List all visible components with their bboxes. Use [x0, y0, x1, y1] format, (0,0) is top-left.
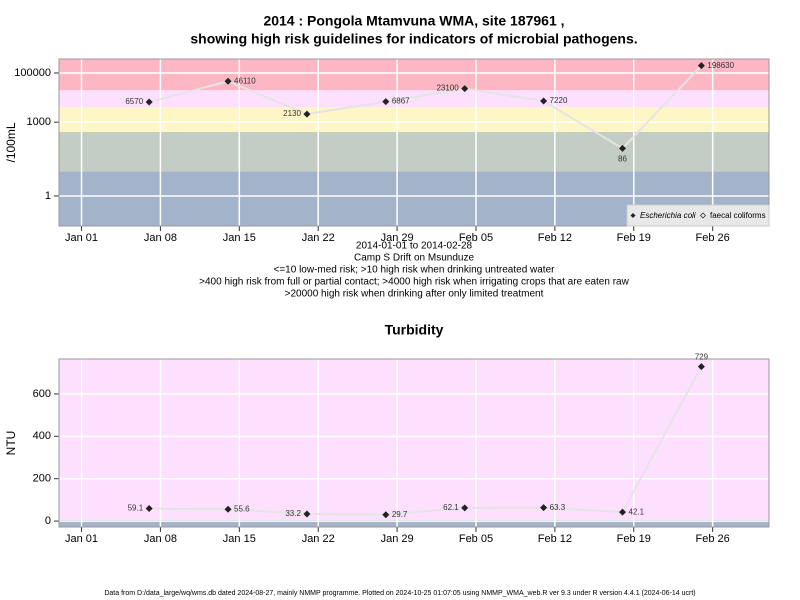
note: >20000 high risk when drinking after onl…	[285, 289, 544, 300]
chart-title: Turbidity	[385, 322, 444, 338]
point	[382, 511, 390, 519]
risk-band	[59, 131, 769, 172]
data-label: 6570	[125, 97, 143, 106]
y-tick-label: 100000	[14, 67, 51, 79]
point	[461, 85, 469, 93]
x-tick-label: Feb 26	[696, 232, 730, 244]
point	[618, 508, 626, 516]
data-label: 55.6	[234, 504, 250, 513]
plot-frame	[58, 358, 770, 528]
note: <=10 low-med risk; >10 high risk when dr…	[274, 265, 556, 276]
data-label: 6867	[392, 97, 410, 106]
risk-band	[59, 90, 769, 108]
y-tick-label: 1	[45, 190, 51, 202]
data-label: 29.7	[392, 510, 408, 519]
data-label: 2130	[283, 109, 301, 118]
data-label: 86	[618, 154, 627, 163]
data-label: 59.1	[128, 504, 144, 513]
y-tick-label: 200	[33, 473, 51, 485]
data-label: 63.3	[550, 503, 566, 512]
risk-band	[59, 359, 769, 521]
y-tick-label: 1000	[27, 116, 51, 128]
data-label: 729	[695, 353, 709, 362]
x-tick-label: Feb 12	[538, 232, 572, 244]
subtitle: Camp S Drift on Msunduze	[354, 253, 474, 264]
plot-frame	[58, 58, 770, 227]
point	[461, 504, 469, 512]
point	[224, 77, 232, 85]
data-label: 42.1	[628, 507, 644, 516]
point	[145, 505, 153, 513]
legend-label: faecal coliforms	[710, 211, 766, 220]
footer: Data from D:/data_large/wq/wms.db dated …	[104, 590, 695, 597]
y-axis-label: NTU	[4, 431, 18, 456]
point	[303, 110, 311, 118]
data-label: 46110	[234, 76, 256, 85]
y-tick-label: 0	[45, 515, 51, 527]
point	[224, 505, 232, 513]
x-tick-label: Jan 01	[65, 533, 98, 545]
x-tick-label: Jan 15	[223, 232, 256, 244]
data-label: 33.2	[285, 509, 301, 518]
data-label: 198630	[707, 61, 734, 70]
chart-title: showing high risk guidelines for indicat…	[190, 31, 637, 47]
x-tick-label: Jan 08	[144, 232, 177, 244]
point	[303, 510, 311, 518]
legend-marker	[700, 212, 706, 219]
data-label: 7220	[550, 96, 568, 105]
point	[697, 62, 705, 70]
x-tick-label: Jan 01	[65, 232, 98, 244]
x-tick-label: Jan 08	[144, 533, 177, 545]
note: >400 high risk from full or partial cont…	[199, 277, 629, 288]
y-tick-label: 600	[33, 388, 51, 400]
data-label: 62.1	[443, 503, 459, 512]
x-tick-label: Feb 19	[617, 232, 651, 244]
x-tick-label: Feb 26	[696, 533, 730, 545]
chart-title: 2014 : Pongola Mtamvuna WMA, site 187961…	[263, 13, 564, 29]
legend-box	[626, 204, 770, 227]
y-axis-label: /100mL	[4, 122, 18, 162]
series-line	[148, 64, 703, 150]
series-line	[149, 366, 703, 516]
x-tick-label: Jan 15	[223, 533, 256, 545]
risk-band	[59, 59, 769, 91]
x-tick-label: Jan 22	[302, 533, 335, 545]
x-tick-label: Jan 29	[381, 232, 414, 244]
point	[697, 363, 705, 371]
risk-band	[59, 107, 769, 132]
x-tick-label: Feb 12	[538, 533, 572, 545]
x-tick-label: Feb 05	[459, 533, 493, 545]
x-tick-label: Feb 05	[459, 232, 493, 244]
point	[618, 144, 626, 152]
legend-label: Escherichia coli	[640, 211, 696, 220]
data-label: 23100	[436, 84, 459, 93]
x-tick-label: Feb 19	[617, 533, 651, 545]
x-tick-label: Jan 22	[302, 232, 335, 244]
subtitle: 2014-01-01 to 2014-02-28	[356, 241, 473, 252]
risk-band	[59, 520, 769, 527]
point	[145, 98, 153, 106]
y-tick-label: 400	[33, 430, 51, 442]
legend-marker	[630, 213, 636, 218]
point	[540, 504, 548, 512]
point	[540, 97, 548, 105]
point	[382, 98, 390, 106]
x-tick-label: Jan 29	[381, 533, 414, 545]
